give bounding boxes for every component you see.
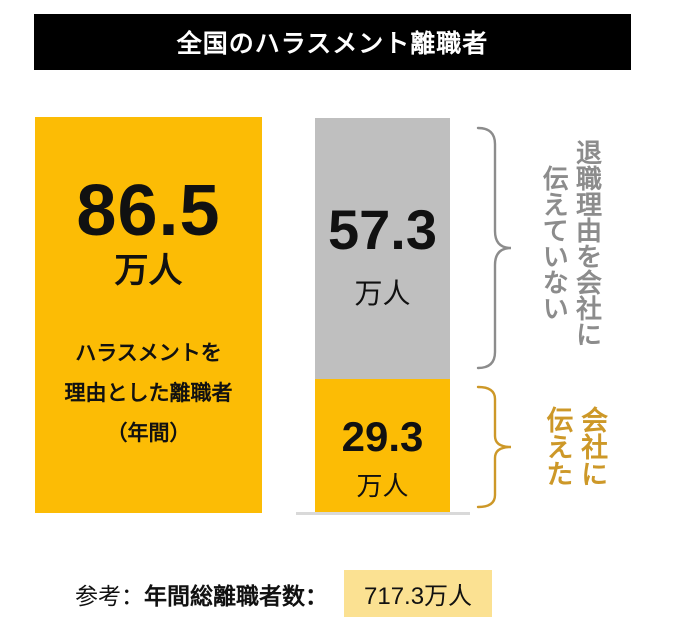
total-caption-line-3: （年間） [106,422,191,446]
label-not-told-company: 退職理由を会社に 伝えていない [537,132,604,354]
label-not-told-line-2: 伝えていない [539,165,570,321]
reference-prefix: 参考： [75,582,144,609]
reference-label: 年間総離職者数： [144,582,328,609]
label-told-company: 会社に 伝えた [540,400,609,492]
brace-gray-icon [476,126,512,370]
reference-note: 参考： 年間総離職者数： 717.3万人 [75,570,493,617]
label-told-line-1: 会社に [577,405,608,487]
total-caption-line-2: 理由とした離職者 [64,382,233,406]
bar-segment-not-told: 57.3 万人 [315,118,450,379]
total-caption-line-1: ハラスメントを [75,342,222,366]
label-told-line-2: 伝えた [542,405,573,487]
total-unit: 万人 [114,252,183,290]
total-caption: ハラスメントを 理由とした離職者 （年間） [65,334,233,454]
page-title: 全国のハラスメント離職者 [176,30,489,58]
segment-unit: 万人 [354,277,411,309]
segment-unit: 万人 [356,471,409,501]
segment-value: 29.3 [341,413,424,460]
segment-value: 57.3 [328,197,437,261]
stacked-bar: 57.3 万人 29.3 万人 [315,118,450,512]
brace-amber-icon [476,385,512,509]
total-card: 86.5 万人 ハラスメントを 理由とした離職者 （年間） [35,117,262,513]
label-not-told-line-1: 退職理由を会社に [572,139,603,347]
header-bar: 全国のハラスメント離職者 [34,14,631,70]
bar-segment-told: 29.3 万人 [315,379,450,512]
total-value: 86.5 [76,171,221,251]
reference-value-highlighted: 717.3万人 [344,570,493,617]
bar-baseline [296,512,470,515]
